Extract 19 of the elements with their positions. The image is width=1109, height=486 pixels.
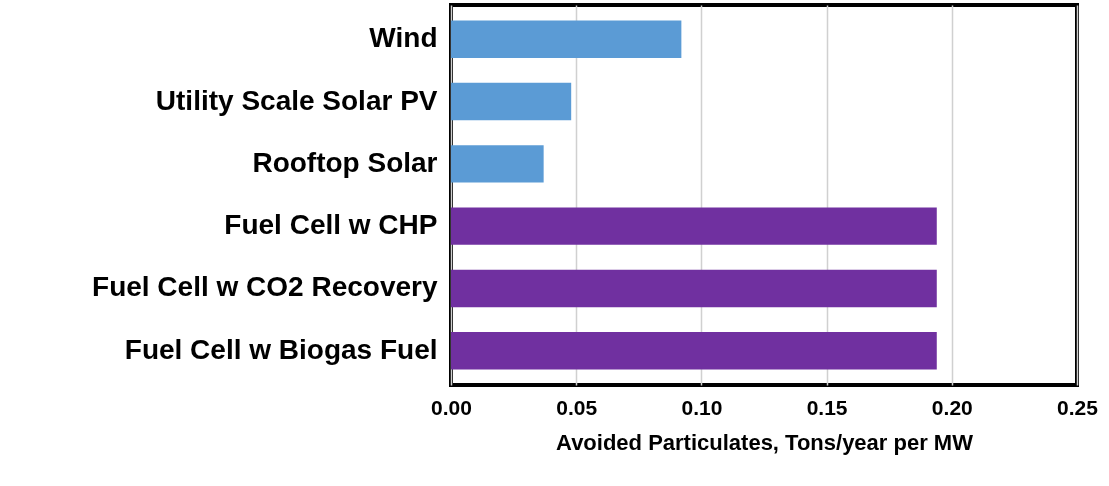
x-tick-label: 0.25 bbox=[1057, 395, 1099, 419]
x-tick-label: 0.10 bbox=[681, 395, 723, 419]
bar bbox=[451, 332, 937, 370]
y-tick-label: Fuel Cell w CO2 Recovery bbox=[92, 271, 438, 303]
x-tick-label: 0.00 bbox=[431, 395, 472, 419]
bar bbox=[451, 269, 937, 308]
bar bbox=[451, 207, 937, 245]
x-tick-label: 0.15 bbox=[806, 395, 848, 419]
x-tick-label: 0.20 bbox=[931, 395, 973, 419]
bar bbox=[451, 20, 682, 58]
y-tick-label: Wind bbox=[369, 22, 438, 54]
y-tick-label: Rooftop Solar bbox=[252, 146, 438, 178]
bar bbox=[451, 145, 544, 183]
x-axis-title: Avoided Particulates, Tons/year per MW bbox=[556, 429, 974, 455]
bar bbox=[451, 82, 572, 121]
x-tick-label: 0.05 bbox=[556, 395, 598, 419]
y-tick-label: Utility Scale Solar PV bbox=[155, 84, 438, 116]
y-tick-label: Fuel Cell w CHP bbox=[224, 209, 438, 241]
y-tick-label: Fuel Cell w Biogas Fuel bbox=[124, 333, 438, 365]
